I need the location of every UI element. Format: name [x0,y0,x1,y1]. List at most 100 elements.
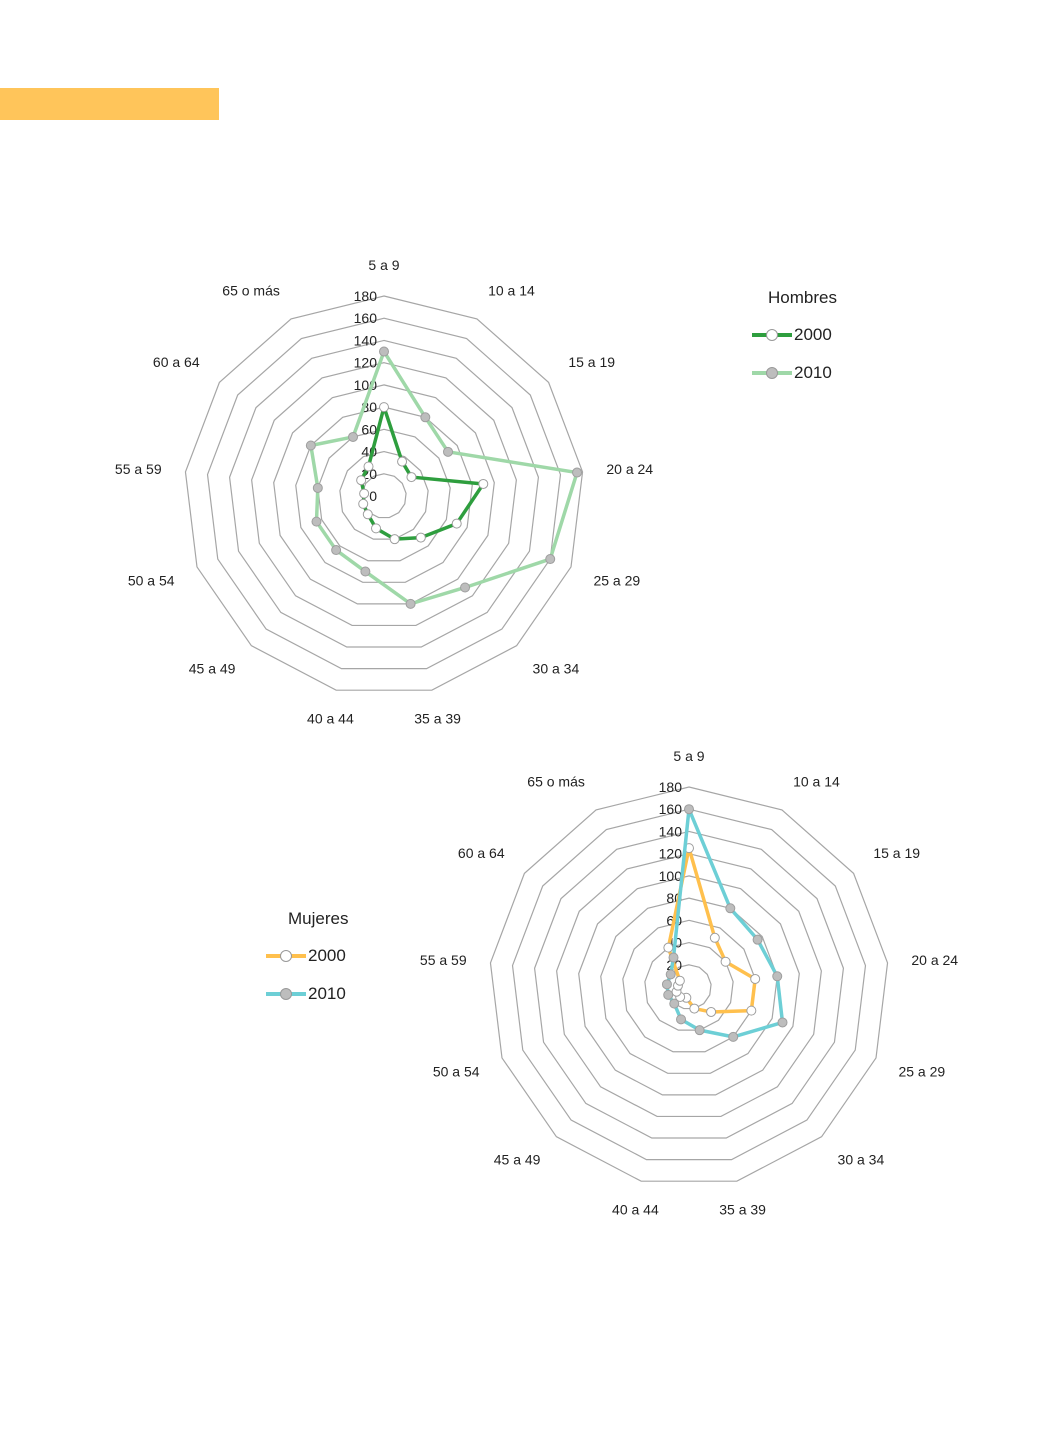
data-point-2000 [356,475,367,486]
data-point-2010 [772,971,783,982]
grid-ring [361,473,407,519]
tick-label: 180 [659,779,683,795]
series-line-2010 [309,349,579,606]
data-point-2000 [379,402,389,413]
category-label: 60 a 64 [458,845,505,861]
series-line-2010 [665,807,785,1039]
category-label: 15 a 19 [873,845,920,861]
data-point-2010 [311,516,322,527]
data-point-2010 [360,566,371,577]
category-label: 10 a 14 [488,283,535,299]
legend-title: Mujeres [288,909,349,928]
grid-ring [556,853,822,1118]
category-label: 20 a 24 [911,952,958,968]
tick-label: 100 [659,868,683,884]
grid-ring [644,941,734,1031]
category-label: 50 a 54 [433,1063,480,1079]
data-point-2010 [665,969,676,980]
tick-label: 140 [659,823,683,839]
legend-entry-2000: 2000 [266,937,348,975]
tick-label: 120 [659,846,683,862]
grid-ring [206,317,562,670]
decorative-header-band [0,88,219,120]
legend-label-2010: 2010 [794,363,832,382]
category-label: 60 a 64 [153,354,200,370]
data-point-2010 [443,446,454,457]
data-point-2010 [676,1014,687,1025]
legend-entry-2010: 2010 [752,354,837,392]
legend-mujeres: Mujeres 2000 2010 [266,909,348,1013]
data-point-2010 [694,1025,705,1036]
legend-entry-2000: 2000 [752,316,837,354]
data-point-2000 [750,973,761,984]
grid-ring [295,406,473,583]
data-point-2000 [674,975,685,986]
series-line-2000 [359,405,486,541]
data-point-2010 [305,440,316,451]
data-point-2010 [420,412,431,423]
grid-ring [317,428,451,562]
data-point-2000 [478,478,489,489]
tick-label: 0 [369,488,377,504]
grid-ring [339,450,429,540]
grid-ring [578,875,800,1096]
grid-ring [251,362,517,627]
data-point-2010 [669,998,680,1009]
legend-label-2000: 2000 [308,946,346,965]
data-point-2000 [689,1003,700,1014]
category-label: 20 a 24 [606,461,653,477]
data-point-2010 [728,1031,739,1042]
category-label: 55 a 59 [115,461,162,477]
data-point-2010 [752,934,763,945]
data-point-2000 [720,956,731,967]
tick-label: 160 [659,801,683,817]
data-point-2010 [663,989,674,1000]
data-point-2000 [415,532,426,543]
category-label: 25 a 29 [898,1063,945,1079]
data-point-2000 [709,932,720,943]
tick-label: 140 [354,332,378,348]
data-point-2010 [545,554,556,565]
tick-label: 160 [354,310,378,326]
legend-label-2010: 2010 [308,984,346,1003]
data-point-2000 [406,472,417,483]
data-point-2000 [363,461,374,472]
tick-label: 120 [354,355,378,371]
data-point-2000 [397,456,408,467]
category-label: 45 a 49 [189,661,236,677]
grid-ring [622,919,756,1053]
data-point-2010 [572,467,583,478]
data-point-2010 [684,804,694,815]
data-point-2000 [389,534,400,545]
data-point-2010 [312,482,323,493]
grid-ring [511,808,867,1161]
data-point-2010 [661,979,672,990]
category-label: 40 a 44 [307,710,354,726]
category-label: 25 a 29 [593,572,640,588]
data-point-2000 [451,518,462,529]
legend-swatch-2010 [266,986,306,1002]
category-label: 10 a 14 [793,774,840,790]
legend-swatch-2000 [266,948,306,964]
category-label: 30 a 34 [838,1152,885,1168]
legend-hombres: Hombres 2000 2010 [752,288,837,392]
category-label: 30 a 34 [533,661,580,677]
grid-ring [228,339,540,648]
grid-ring [489,786,889,1182]
data-point-2000 [706,1006,717,1017]
data-point-2010 [460,582,471,593]
grid-ring [533,830,845,1139]
category-label: 35 a 39 [414,710,461,726]
legend-swatch-2000 [752,327,792,343]
data-point-2010 [348,431,359,442]
data-point-2010 [405,598,416,609]
category-label: 5 a 9 [673,748,704,764]
category-label: 40 a 44 [612,1201,659,1217]
category-label: 5 a 9 [368,257,399,273]
data-point-2000 [359,488,370,499]
legend-entry-2010: 2010 [266,975,348,1013]
legend-label-2000: 2000 [794,325,832,344]
